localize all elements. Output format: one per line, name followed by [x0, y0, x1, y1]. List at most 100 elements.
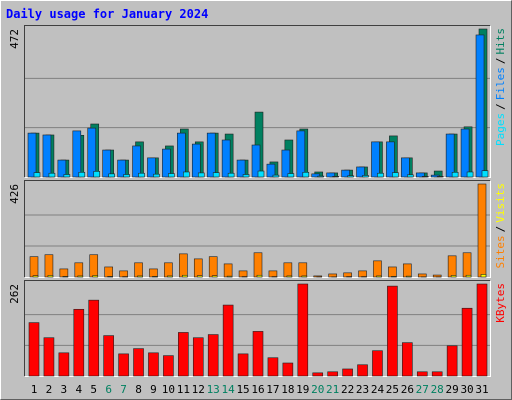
x-tick-label: 31 [475, 383, 488, 396]
bar [386, 141, 395, 178]
bar [134, 262, 143, 278]
x-tick-label: 10 [162, 383, 175, 396]
legend-separator: / [494, 226, 507, 233]
bar [403, 263, 412, 278]
bar [206, 132, 216, 178]
bar [461, 307, 473, 377]
bar [78, 171, 86, 178]
bar [212, 172, 220, 178]
x-tick-label: 27 [416, 383, 429, 396]
bar [192, 337, 204, 377]
bar [182, 274, 188, 278]
bar [32, 275, 39, 278]
legend-separator: / [494, 58, 507, 65]
bar [74, 262, 84, 278]
bar [402, 342, 413, 377]
bar [466, 171, 474, 178]
bar [436, 176, 444, 178]
bar [377, 172, 384, 178]
bar [445, 133, 455, 178]
bar [266, 163, 276, 178]
x-tick-label: 5 [90, 383, 97, 396]
bar [301, 275, 308, 278]
bar [358, 270, 367, 278]
bar [211, 275, 218, 278]
bar [107, 276, 113, 278]
bar [117, 159, 126, 178]
plot-bevel-light [24, 25, 491, 178]
bar [287, 173, 295, 178]
bar [238, 270, 248, 278]
legend-entry: Visits [494, 183, 507, 223]
bar [92, 275, 99, 278]
legend-entry: KBytes [494, 283, 507, 323]
x-tick-label: 15 [236, 383, 249, 396]
bar [162, 148, 171, 178]
x-tick-label: 24 [371, 383, 385, 396]
bar [29, 256, 39, 278]
legend-entry: Pages [494, 113, 507, 146]
bar [197, 172, 205, 178]
x-tick-label: 19 [296, 383, 309, 396]
bar [257, 170, 265, 178]
bar [193, 258, 203, 278]
bar [297, 283, 309, 377]
bar [460, 128, 470, 178]
bar [87, 127, 97, 178]
bar [28, 322, 40, 377]
bar [167, 275, 173, 278]
legend-entry: Hits [494, 28, 507, 55]
bar [392, 172, 399, 178]
bar [207, 334, 219, 377]
x-tick-label: 4 [75, 383, 82, 396]
bar [372, 350, 383, 377]
bar [236, 159, 246, 178]
bar [475, 34, 485, 178]
bar [62, 276, 69, 278]
x-tick-label: 21 [326, 383, 339, 396]
plot-bevel-dark [24, 180, 491, 278]
bar [44, 254, 54, 278]
bar [183, 171, 190, 178]
bar [118, 353, 129, 377]
bar [179, 253, 188, 278]
bar [317, 175, 325, 178]
bar [451, 171, 459, 178]
bar [58, 352, 70, 377]
bar [312, 372, 324, 377]
legend: Pages / Files / Hits [494, 28, 507, 146]
bar [27, 132, 37, 178]
plot-bevel-light [24, 280, 491, 377]
bar [43, 337, 55, 377]
x-tick-label: 20 [311, 383, 324, 396]
chart-title: Daily usage for January 2024 [6, 7, 208, 21]
bar [59, 268, 69, 278]
x-tick-label: 7 [120, 383, 127, 396]
bar [47, 275, 54, 278]
bar [177, 132, 186, 178]
x-tick-label: 8 [135, 383, 142, 396]
bar [431, 371, 443, 377]
plot-bevel-dark [24, 280, 491, 377]
x-tick-label: 25 [386, 383, 399, 396]
bar [406, 275, 412, 278]
legend: Sites / Visits [494, 183, 507, 269]
bar [164, 262, 173, 278]
x-tick-label: 18 [281, 383, 294, 396]
bar [302, 171, 310, 178]
bar [362, 175, 369, 178]
bar [119, 270, 128, 278]
legend-separator: / [494, 103, 507, 110]
bar [446, 345, 458, 377]
bar [415, 172, 425, 178]
bar [72, 130, 82, 178]
bar [462, 252, 472, 278]
bar [332, 176, 339, 178]
bar [93, 171, 101, 178]
bar [103, 335, 114, 377]
x-tick-label: 1 [31, 383, 38, 396]
bar [152, 276, 158, 278]
x-tick-label: 12 [192, 383, 205, 396]
x-tick-label: 9 [150, 383, 157, 396]
